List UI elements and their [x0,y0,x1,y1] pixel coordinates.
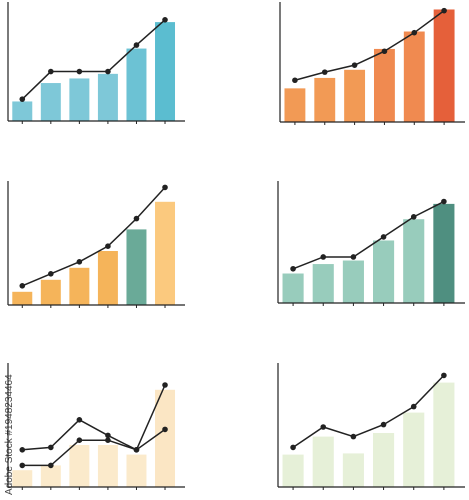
bar [433,382,455,487]
bar [155,389,176,487]
bar [373,48,395,122]
bar [97,445,118,487]
bar [344,69,366,122]
line-point [380,421,387,428]
line-point [320,424,327,430]
bar [312,436,334,487]
line-point [411,29,418,36]
bar [433,9,455,123]
trend-line [294,10,445,81]
line-point [162,426,168,433]
bar [126,454,147,487]
bar [12,470,33,487]
bar [403,412,425,487]
bar [282,454,304,487]
line-point [350,254,357,260]
line-point [441,198,447,205]
line-point [105,432,111,439]
bar [12,291,33,305]
line-point [350,433,357,440]
line-point [162,184,168,191]
bar [12,101,33,121]
bar [97,251,118,305]
line-point [105,437,111,444]
bar [342,453,364,487]
line-point [162,382,168,388]
line-point [381,48,388,55]
line-point [441,7,447,14]
line-point [162,17,168,23]
line-point [48,68,54,75]
line-point [19,447,26,453]
line-point [290,265,296,272]
bar [40,279,61,305]
bar [314,77,336,122]
bar [126,48,147,121]
line-point [410,214,417,220]
trend-line [292,374,445,449]
line-point [76,417,83,423]
bar [312,264,334,303]
bar [284,88,306,122]
line-point [76,68,83,75]
watermark: Adobe Stock #1948234464 [4,374,15,495]
bar [97,73,118,121]
line-point [105,243,111,249]
bar [69,267,90,305]
bar [155,201,176,305]
line-point [290,444,296,451]
line-point [48,444,54,451]
line-point [48,271,54,277]
line-point [133,447,140,453]
trend-line [22,428,166,467]
bar [40,83,61,121]
line-point [105,68,111,75]
trend-line [21,19,166,100]
line-point [441,372,447,379]
trend-line [22,384,166,451]
line-point [133,42,140,48]
line-point [320,254,327,260]
bar [373,240,395,303]
line-point [19,462,26,469]
line-point [351,62,358,68]
bar [373,433,395,487]
line-point [133,215,140,222]
line-point [292,77,298,84]
bar [155,22,176,122]
line-point [321,69,328,75]
line-point [76,437,83,444]
bar [403,31,425,122]
line-point [19,283,26,289]
bar [69,445,90,487]
bar [433,203,455,303]
line-point [380,234,387,240]
line-point [410,403,417,410]
trend-line [292,200,445,270]
bar [282,273,304,303]
bar [40,465,61,487]
line-point [76,259,83,265]
bar [69,78,90,121]
bar [126,229,147,305]
trend-line [21,186,166,287]
line-point [48,462,54,469]
bar [342,260,364,303]
line-point [19,96,26,102]
bar [403,219,425,303]
